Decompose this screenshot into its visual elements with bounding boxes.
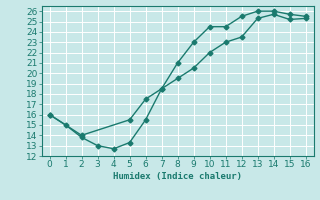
X-axis label: Humidex (Indice chaleur): Humidex (Indice chaleur) bbox=[113, 172, 242, 181]
